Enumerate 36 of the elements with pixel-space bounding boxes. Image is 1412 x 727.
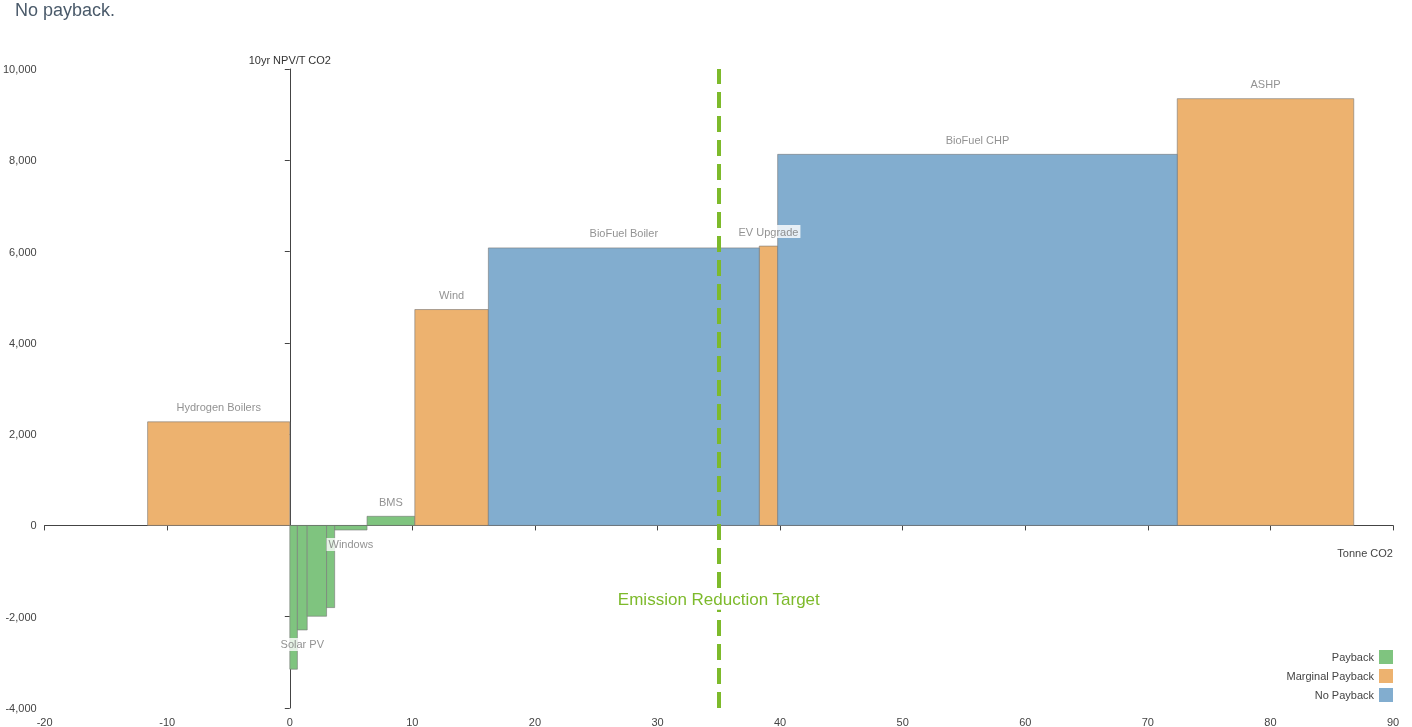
annotation: BioFuel CHP <box>945 133 1010 146</box>
x-tick-label: 20 <box>528 715 542 727</box>
annotation: Solar PV <box>280 638 325 651</box>
x-tick-label: 70 <box>1141 715 1154 727</box>
y-tick-label: 8,000 <box>9 154 37 167</box>
x-tick-label: 30 <box>651 715 664 727</box>
x-tick-label: 0 <box>286 715 293 727</box>
x-tick-label: -20 <box>36 715 53 727</box>
x-tick-label: -10 <box>159 715 176 727</box>
annotation: ASHP <box>1250 78 1281 91</box>
annotation: Wind <box>439 289 465 302</box>
annotation: EV Upgrade <box>738 225 799 238</box>
legend-label: Marginal Payback <box>1286 670 1375 682</box>
y-tick-label: 2,000 <box>9 428 37 441</box>
x-tick-label: 80 <box>1264 715 1277 727</box>
y-tick-label: 4,000 <box>9 336 37 349</box>
text: No payback. <box>15 0 116 20</box>
x-tick-label: 90 <box>1386 715 1400 727</box>
x-tick-label: 40 <box>773 715 787 727</box>
annotation: BioFuel Boiler <box>589 227 659 240</box>
y-tick-label: -4,000 <box>5 702 37 714</box>
x-axis-title: Tonne CO2 <box>1337 546 1393 559</box>
y-tick-label: -2,000 <box>5 610 37 623</box>
x-tick-label: 10 <box>406 715 419 727</box>
legend-label: Payback <box>1331 651 1375 663</box>
annotation: Windows <box>328 538 374 551</box>
y-axis-title: 10yr NPV/T CO2 <box>248 53 331 66</box>
y-tick-label: 0 <box>30 519 37 532</box>
y-tick-label: 6,000 <box>9 245 37 258</box>
annotation: Hydrogen Boilers <box>176 401 262 414</box>
y-tick-label: 10,000 <box>2 63 37 75</box>
x-tick-label: 50 <box>896 715 909 727</box>
annotation: BMS <box>379 495 403 508</box>
legend-label: No Payback <box>1314 689 1375 701</box>
x-tick-label: 60 <box>1019 715 1032 727</box>
ref-line-label: Emission Reduction Target <box>617 589 821 609</box>
